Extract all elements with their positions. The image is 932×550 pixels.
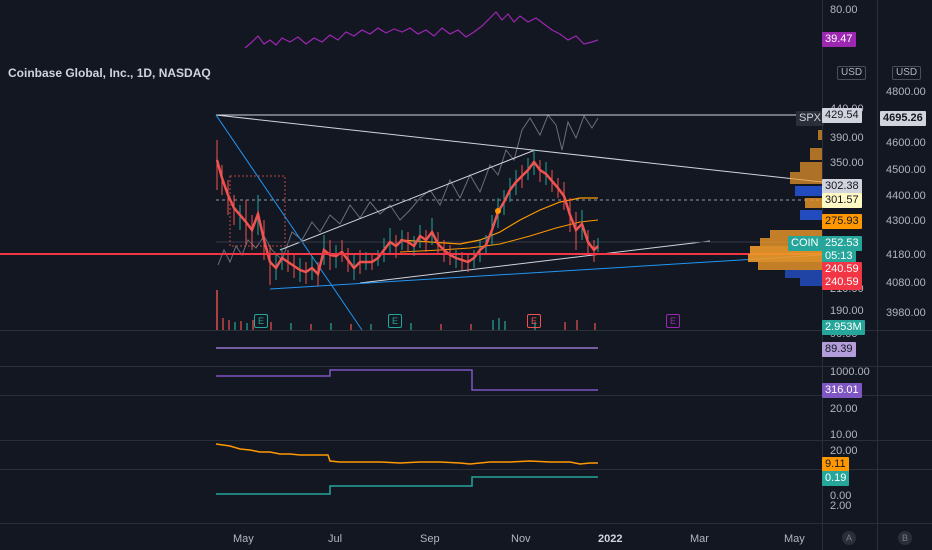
countdown-tag: 05:13 [822,249,856,264]
pane5-tick: 2.00 [830,500,852,512]
x-axis-label: Nov [511,533,531,545]
chart-title: Coinbase Global, Inc., 1D, NASDAQ [8,66,211,80]
pane2-value-tag: 89.39 [822,342,856,357]
pane4-tick: 20.00 [830,403,858,415]
currency-left[interactable]: USD [837,66,867,80]
pane4-tick: 20.00 [830,445,858,457]
pane5-value-tag: 0.19 [822,471,850,486]
x-axis-label: Jul [328,533,343,545]
last-price-tag: 252.53 [822,236,862,251]
spx-high-tag: 429.54 [822,108,862,123]
x-axis-label: Sep [420,533,440,545]
earnings-event-icon[interactable]: E [388,314,402,328]
ma1-tag: 302.38 [822,179,862,194]
spx-tick: 4400.00 [886,190,926,202]
spx-tick: 3980.00 [886,307,926,319]
spx-tick: 4300.00 [886,215,926,227]
pane5-tick: 0.00 [830,490,852,502]
spx-label: SPX [796,111,825,126]
red-level-tag: 240.59 [822,262,862,277]
price-tick: 350.00 [830,157,864,169]
pane4-tick: 10.00 [830,429,858,441]
pane3-tick: 1000.00 [830,366,870,378]
pane4-value-tag: 9.11 [822,457,849,472]
rsi-tick: 80.00 [830,4,858,16]
x-axis-label: May [784,533,805,545]
volume-tag: 2.953M [822,320,865,335]
auto-scale-button[interactable]: A [842,531,856,545]
spx-tick: 4500.00 [886,164,926,176]
earnings-event-icon[interactable]: E [527,314,541,328]
earnings-event-icon[interactable]: E [254,314,268,328]
earnings-event-icon[interactable]: E [666,314,680,328]
spx-tick: 4180.00 [886,249,926,261]
currency-right[interactable]: USD [892,66,922,80]
x-axis-label: May [233,533,254,545]
red-level-tag: 240.59 [822,275,862,290]
dashed-level-tag: 301.57 [822,193,862,208]
scale-b-button[interactable]: B [898,531,912,545]
spx-value-tag: 4695.26 [880,111,926,126]
rsi-value-tag: 39.47 [822,32,856,47]
price-tick: 190.00 [830,305,864,317]
spx-tick: 4600.00 [886,137,926,149]
x-axis-label: 2022 [598,533,623,545]
x-axis-label: Mar [690,533,709,545]
spx-tick: 4800.00 [886,86,926,98]
spx-tick: 4080.00 [886,277,926,289]
pane3-value-tag: 316.01 [822,383,862,398]
symbol-label: COIN [788,236,822,251]
ma2-tag: 275.93 [822,214,862,229]
price-tick: 390.00 [830,132,864,144]
